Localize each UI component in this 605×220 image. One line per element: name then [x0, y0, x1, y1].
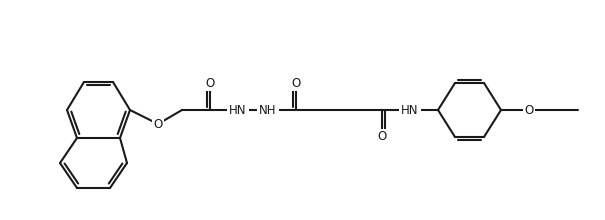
Text: NH: NH [260, 103, 276, 117]
Text: O: O [292, 77, 301, 90]
Text: O: O [154, 117, 163, 130]
Text: O: O [378, 130, 387, 143]
Text: O: O [205, 77, 215, 90]
Text: HN: HN [401, 103, 419, 117]
Text: O: O [525, 103, 534, 117]
Text: HN: HN [229, 103, 247, 117]
